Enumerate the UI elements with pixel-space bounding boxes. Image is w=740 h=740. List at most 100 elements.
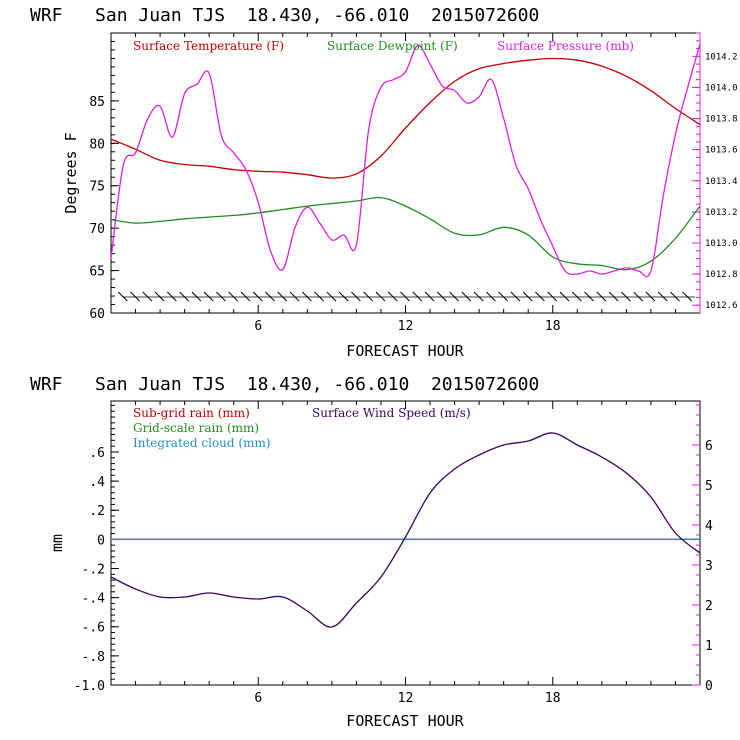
wind-barb [498, 291, 509, 302]
top-x-ticks: 6 12 18 [135, 33, 676, 334]
wind-barb [412, 291, 423, 302]
y2-tick-label: 1014.2 [705, 52, 738, 62]
y-tick-label: 70 [89, 222, 105, 237]
y2-tick-label: 2 [705, 599, 713, 614]
y2-tick-label: 0 [705, 679, 713, 694]
top-x-axis-label: FORECAST HOUR [346, 342, 464, 360]
wind-barb [387, 291, 398, 302]
wind-barb [621, 291, 631, 302]
top-plot-frame [110, 32, 701, 314]
surface-wind-speed-line [110, 432, 701, 628]
y-tick-label: .6 [89, 446, 105, 461]
wind-barbs [117, 291, 696, 302]
wind-barb [289, 291, 300, 302]
wind-barb [301, 291, 312, 302]
wind-barb [154, 291, 165, 302]
surface-dewpoint-line [110, 196, 701, 271]
top-y-axis-label: Degrees F [62, 132, 80, 213]
y2-tick-label: 5 [705, 479, 713, 494]
y-tick-label: 85 [89, 95, 105, 110]
wind-barb [216, 291, 226, 302]
y-tick-label: -.6 [82, 621, 105, 636]
legend-surface-temperature: Surface Temperature (F) [133, 39, 284, 53]
bottom-x-ticks: 6 12 18 [135, 401, 676, 706]
wind-barb [424, 291, 435, 302]
wind-barb [596, 291, 607, 302]
y2-tick-label: 6 [705, 439, 713, 454]
y-tick-label: 60 [89, 307, 105, 322]
wind-barb [265, 291, 275, 302]
y2-tick-label: 1013.6 [705, 146, 738, 156]
wind-barb [584, 291, 594, 302]
y2-tick-label: 3 [705, 559, 713, 574]
wind-barb [547, 291, 558, 302]
wind-barb [436, 291, 447, 302]
y2-tick-label: 1013.4 [705, 177, 738, 187]
bottom-y-ticks: -1.0 -.8 -.6 -.4 -.2 0 .2 .4 .6 [74, 404, 119, 694]
x-tick-label: 6 [254, 691, 262, 706]
wind-barb [338, 291, 349, 302]
wind-barb [608, 291, 619, 302]
y2-tick-label: 1013.0 [705, 239, 738, 249]
x-tick-label: 12 [398, 319, 414, 334]
top-y-ticks: 60 65 70 75 80 85 [89, 32, 119, 322]
legend-surface-dewpoint: Surface Dewpoint (F) [327, 39, 458, 53]
wind-barb [277, 291, 288, 302]
legend-gridscale-rain: Grid-scale rain (mm) [133, 421, 259, 435]
wind-barb [657, 291, 668, 302]
wind-barb [400, 291, 410, 302]
wind-barb [375, 291, 386, 302]
y2-tick-label: 1013.2 [705, 208, 738, 218]
wind-barb [203, 291, 214, 302]
bottom-y2-ticks: 0 1 2 3 4 5 6 [692, 404, 713, 694]
x-tick-label: 12 [398, 691, 414, 706]
legend-subgrid-rain: Sub-grid rain (mm) [133, 406, 250, 420]
y-tick-label: 75 [89, 180, 105, 195]
wind-barb [633, 291, 643, 302]
y2-tick-label: 1012.6 [705, 301, 738, 311]
wind-barb [682, 291, 693, 302]
y2-tick-label: 1014.0 [705, 83, 738, 93]
bottom-x-axis-label: FORECAST HOUR [346, 712, 464, 730]
wind-barb [510, 291, 521, 302]
wind-barb [240, 291, 251, 302]
bottom-series [110, 432, 701, 628]
wind-barb [535, 291, 545, 302]
y-tick-label: -.8 [82, 650, 105, 665]
y2-tick-label: 1 [705, 639, 713, 654]
wind-barb [461, 291, 472, 302]
wind-barb [228, 291, 239, 302]
wind-barb [449, 291, 459, 302]
bottom-chart-title: WRF San Juan TJS 18.430, -66.010 2015072… [30, 374, 539, 395]
legend-surface-wind-speed: Surface Wind Speed (m/s) [312, 406, 471, 420]
wind-barb [571, 291, 582, 302]
wind-barb [191, 291, 202, 302]
x-tick-label: 18 [545, 691, 561, 706]
y-tick-label: 65 [89, 265, 105, 280]
wind-barb [522, 291, 533, 302]
wind-barb [179, 291, 189, 302]
wind-barb [645, 291, 656, 302]
wind-barb [142, 291, 153, 302]
bottom-y-axis-label: mm [48, 534, 66, 552]
y-tick-label: .2 [89, 504, 105, 519]
y2-tick-label: 1012.8 [705, 270, 738, 280]
y-tick-label: 80 [89, 137, 105, 152]
y-tick-label: -.4 [82, 592, 106, 607]
wind-barb [252, 291, 263, 302]
y-tick-label: -1.0 [74, 679, 105, 694]
legend-integrated-cloud: Integrated cloud (mm) [133, 436, 271, 450]
wind-barb [117, 291, 128, 302]
legend-surface-pressure: Surface Pressure (mb) [497, 39, 634, 53]
wind-barb [326, 291, 337, 302]
wind-barb [486, 291, 496, 302]
y-tick-label: -.2 [82, 562, 105, 577]
wind-barb [473, 291, 484, 302]
wind-barb [167, 291, 177, 302]
wind-barb [314, 291, 324, 302]
wind-barb [670, 291, 680, 302]
wind-barb [351, 291, 361, 302]
y-tick-label: .4 [89, 475, 105, 490]
wind-barb [559, 291, 570, 302]
